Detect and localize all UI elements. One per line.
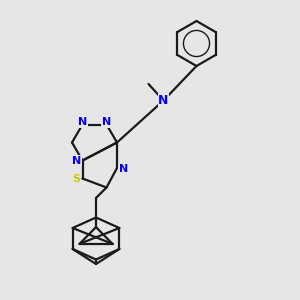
Text: N: N (158, 94, 169, 107)
Text: N: N (78, 117, 87, 127)
Text: N: N (119, 164, 128, 175)
Text: N: N (102, 117, 111, 127)
Text: N: N (72, 155, 81, 166)
Text: S: S (72, 173, 80, 184)
